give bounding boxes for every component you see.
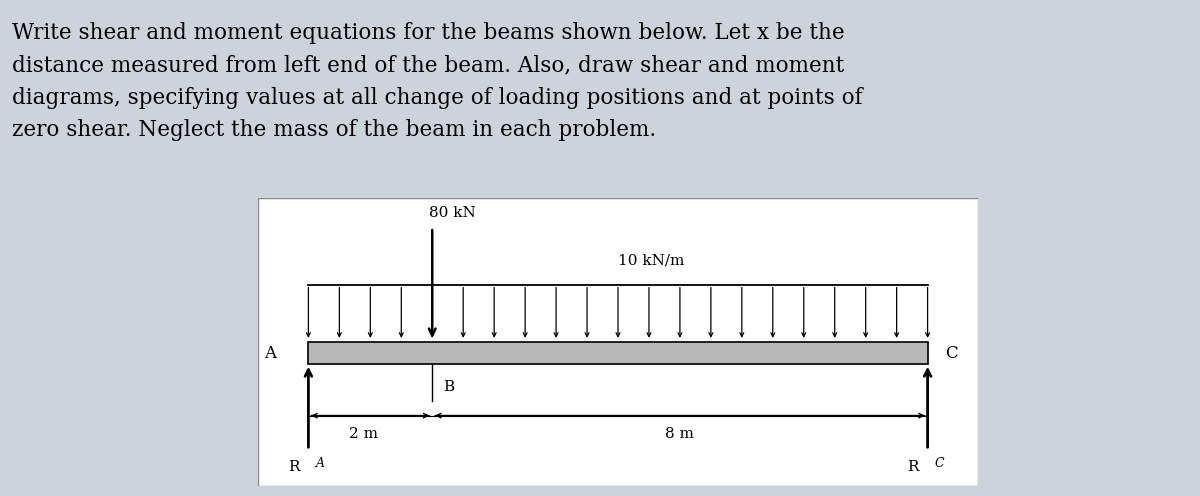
Text: 10 kN/m: 10 kN/m [618, 253, 684, 267]
Text: A: A [316, 457, 324, 470]
Text: zero shear. Neglect the mass of the beam in each problem.: zero shear. Neglect the mass of the beam… [12, 119, 656, 141]
Bar [308, 342, 928, 364]
Text: 2 m: 2 m [349, 427, 378, 441]
Text: distance measured from left end of the beam. Also, draw shear and moment: distance measured from left end of the b… [12, 55, 845, 76]
Text: Write shear and moment equations for the beams shown below. Let x be the: Write shear and moment equations for the… [12, 22, 845, 44]
Text: R: R [907, 460, 919, 474]
Text: 8 m: 8 m [666, 427, 695, 441]
Text: A: A [264, 345, 276, 362]
Text: R: R [288, 460, 300, 474]
Text: C: C [935, 457, 944, 470]
Text: B: B [443, 379, 454, 394]
Text: diagrams, specifying values at all change of loading positions and at points of: diagrams, specifying values at all chang… [12, 87, 863, 109]
Text: C: C [946, 345, 959, 362]
Text: 80 kN: 80 kN [428, 206, 475, 220]
